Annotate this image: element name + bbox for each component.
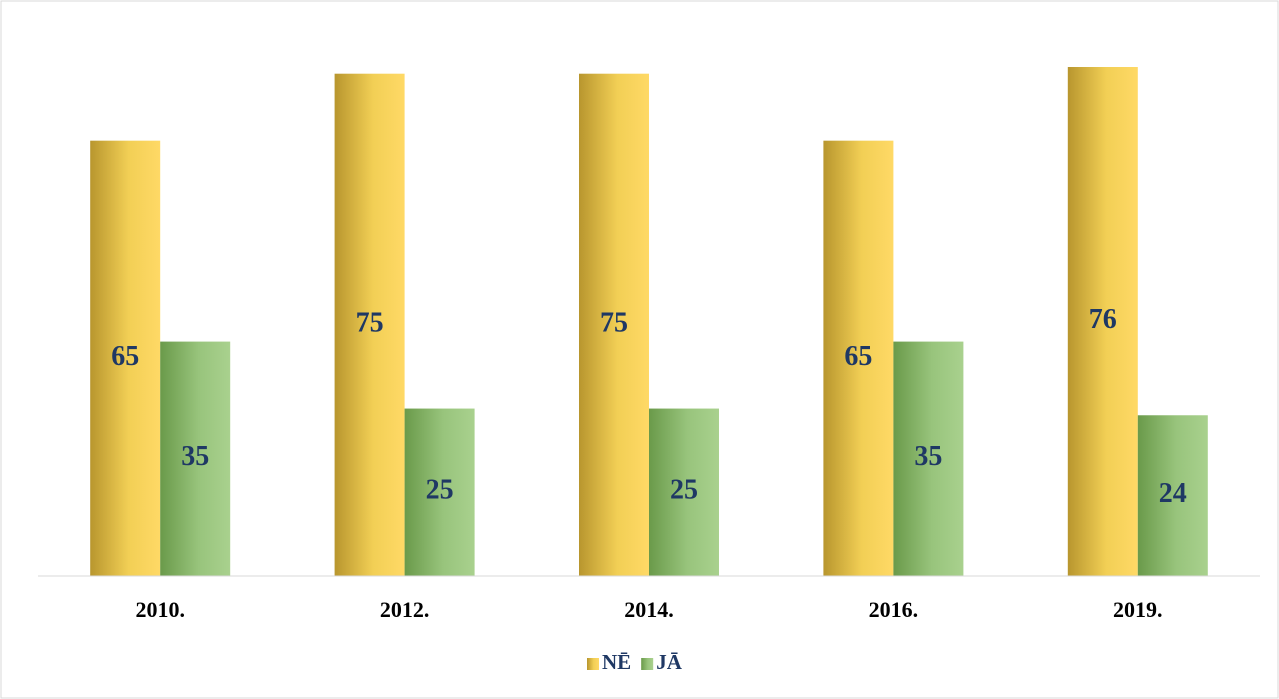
- data-label: 24: [1159, 478, 1187, 509]
- data-label: 35: [914, 441, 942, 472]
- data-label: 65: [844, 341, 872, 372]
- data-label: 35: [181, 441, 209, 472]
- x-tick-label: 2012.: [380, 597, 430, 622]
- bar: [1137, 415, 1208, 576]
- x-tick-label: 2010.: [135, 597, 185, 622]
- bar: [160, 341, 231, 576]
- data-label: 25: [670, 475, 698, 506]
- bar: [579, 73, 649, 577]
- data-label: 76: [1089, 304, 1117, 335]
- x-tick-label: 2019.: [1113, 597, 1163, 622]
- bar: [1067, 67, 1138, 576]
- bar: [893, 341, 964, 576]
- legend-label: NĒ: [602, 650, 631, 674]
- x-tick-label: 2014.: [624, 597, 674, 622]
- bar: [823, 140, 894, 576]
- bar: [404, 408, 475, 576]
- legend-swatch: [641, 658, 654, 670]
- data-label: 25: [426, 475, 454, 506]
- bar: [90, 140, 161, 576]
- legend-label: JĀ: [656, 650, 683, 674]
- bar: [334, 73, 405, 577]
- bar: [649, 408, 719, 576]
- data-label: 65: [111, 341, 139, 372]
- data-label: 75: [356, 307, 384, 338]
- data-label: 75: [600, 307, 628, 338]
- x-tick-label: 2016.: [869, 597, 919, 622]
- legend-swatch: [587, 658, 599, 670]
